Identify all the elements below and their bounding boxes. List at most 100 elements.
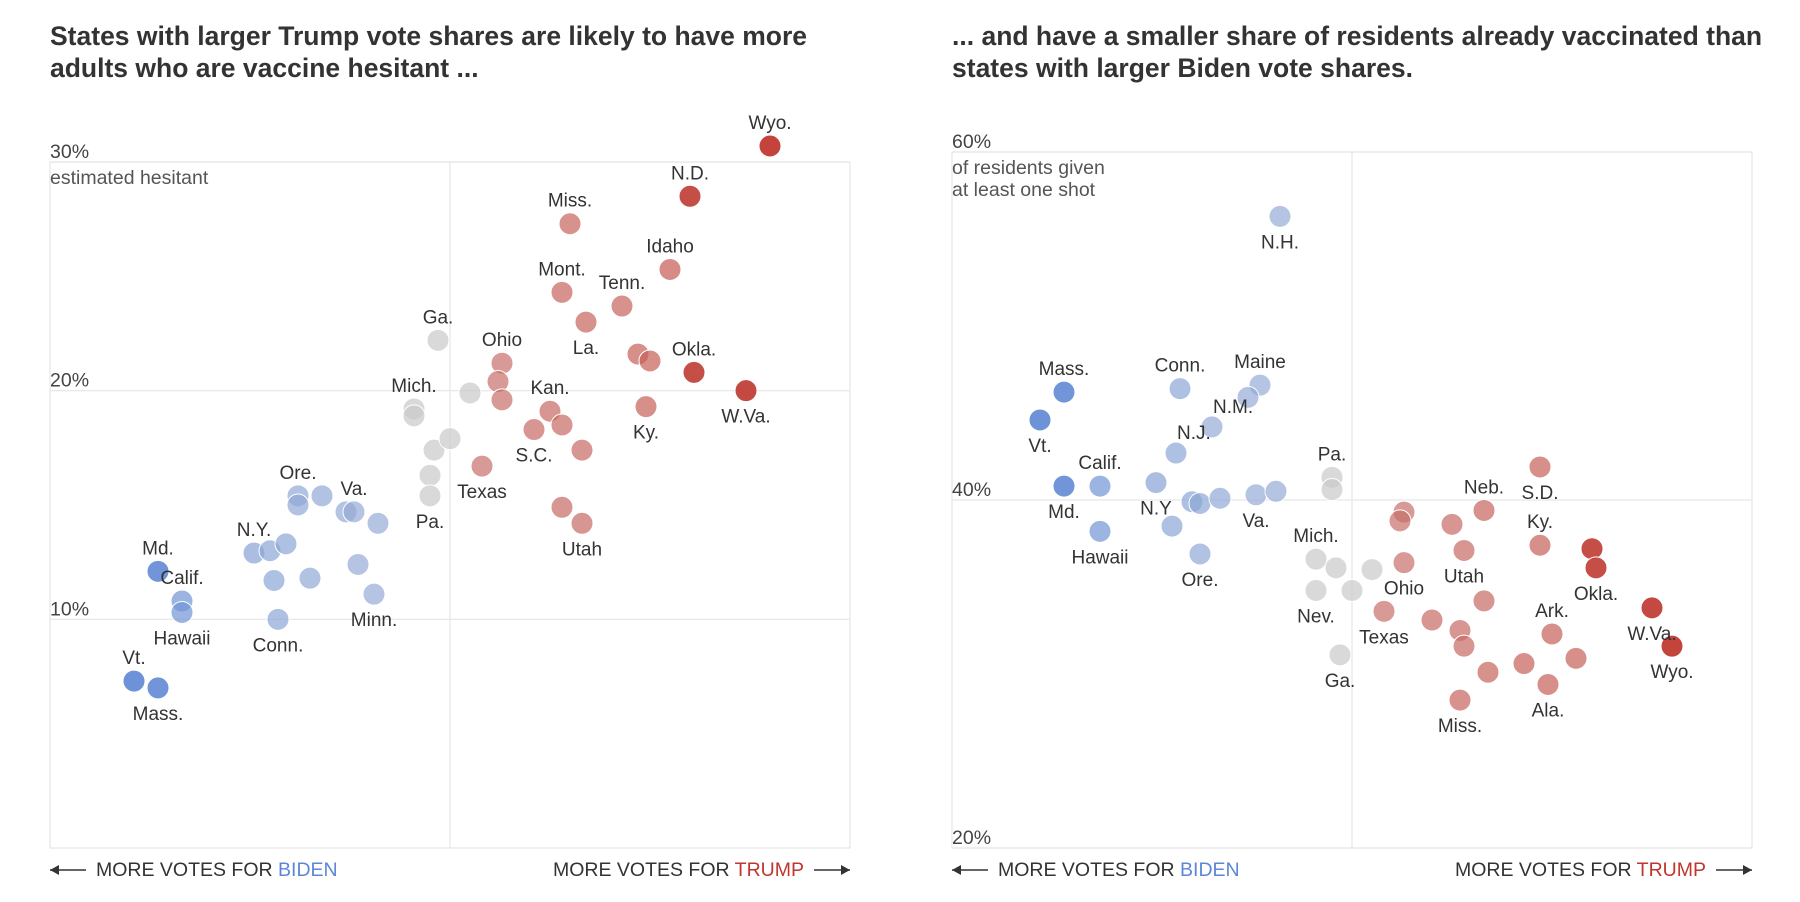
right-point-unlabeled-45	[1564, 646, 1588, 670]
right-point-label: Va.	[1242, 511, 1269, 532]
footer-left-prefix: MORE VOTES FOR	[998, 859, 1180, 881]
right-point-nev	[1304, 578, 1328, 602]
left-point-unlabeled-12	[310, 484, 334, 508]
right-point-unlabeled-37	[1452, 634, 1476, 658]
right-ytick-label: 20%	[952, 827, 991, 849]
right-point-va	[1244, 483, 1268, 507]
right-footer-left: MORE VOTES FOR BIDEN	[998, 859, 1240, 881]
left-point-miss	[558, 212, 582, 236]
right-point-label: Ark.	[1535, 601, 1569, 622]
left-point-unlabeled-11	[286, 493, 310, 517]
left-point-label: Hawaii	[153, 628, 210, 649]
left-point-md	[146, 559, 170, 583]
left-point-mont	[550, 280, 574, 304]
left-point-label: La.	[573, 338, 599, 359]
right-point-nj	[1164, 441, 1188, 465]
left-point-label: Mich.	[391, 376, 436, 397]
right-point-label: Hawaii	[1071, 547, 1128, 568]
right-point-label: Ohio	[1384, 579, 1424, 600]
left-point-label: Ohio	[482, 330, 522, 351]
right-left-arrowhead	[952, 865, 961, 875]
left-right-arrowhead	[841, 865, 850, 875]
right-point-unlabeled-43	[1512, 652, 1536, 676]
right-point-label: Ky.	[1527, 512, 1553, 533]
left-point-vt	[122, 669, 146, 693]
right-y-axis-label: of residents given	[952, 157, 1105, 179]
right-point-md	[1052, 474, 1076, 498]
right-point-unlabeled-33	[1440, 512, 1464, 536]
right-point-calif	[1088, 474, 1112, 498]
left-point-label: N.Y.	[237, 520, 272, 541]
left-point-pa	[418, 484, 442, 508]
right-point-miss	[1448, 688, 1472, 712]
right-point-conn	[1168, 377, 1192, 401]
right-point-utah	[1452, 538, 1476, 562]
right-point-label: W.Va.	[1627, 624, 1676, 645]
left-point-unlabeled-34	[570, 438, 594, 462]
right-chart-title: ... and have a smaller share of resident…	[952, 21, 1763, 83]
left-point-wva	[734, 379, 758, 403]
footer-trump: TRUMP	[735, 859, 804, 881]
right-y-axis-label: at least one shot	[952, 179, 1096, 201]
right-point-neb	[1472, 498, 1496, 522]
right-point-nm	[1200, 415, 1224, 439]
right-point-nh	[1268, 204, 1292, 228]
left-point-ky	[634, 395, 658, 419]
left-point-unlabeled-7	[274, 532, 298, 556]
left-footer-right: MORE VOTES FOR TRUMP	[553, 859, 804, 881]
right-point-ala	[1536, 672, 1560, 696]
left-chart: 30% 20% 10% estimated hesitant Vt. Mass. Md. Ca…	[49, 113, 851, 881]
left-ytick-label: 20%	[50, 370, 89, 392]
right-point-label: Ga.	[1325, 671, 1356, 692]
right-point-label: Nev.	[1297, 606, 1335, 627]
right-point-mich	[1304, 547, 1328, 571]
right-point-unlabeled-14	[1208, 486, 1232, 510]
left-point-unlabeled-26	[458, 381, 482, 405]
right-point-label: N.H.	[1261, 232, 1299, 253]
left-point-label: Va.	[340, 479, 367, 500]
right-point-mass	[1052, 380, 1076, 404]
left-point-label: Texas	[457, 482, 507, 503]
left-point-unlabeled-29	[490, 388, 514, 412]
right-point-sd	[1528, 455, 1552, 479]
left-point-label: Utah	[562, 539, 602, 560]
right-point-wyo	[1660, 634, 1684, 658]
right-ytick-label: 40%	[952, 479, 991, 501]
left-point-minn	[362, 582, 386, 606]
left-point-wyo	[758, 134, 782, 158]
left-point-texas	[470, 454, 494, 478]
right-point-label: N.J.	[1177, 423, 1211, 444]
right-point-hawaii	[1088, 519, 1112, 543]
left-ytick-label: 30%	[50, 141, 89, 163]
left-point-unlabeled-33	[550, 413, 574, 437]
left-point-hawaii	[170, 600, 194, 624]
left-point-label: Vt.	[122, 648, 145, 669]
right-point-unlabeled-31	[1420, 608, 1444, 632]
left-point-conn	[266, 607, 290, 631]
right-point-unlabeled-16	[1264, 479, 1288, 503]
left-point-unlabeled-16	[346, 552, 370, 576]
right-point-label: Utah	[1444, 566, 1484, 587]
left-point-label: W.Va.	[721, 407, 770, 428]
right-point-unlabeled-38	[1476, 660, 1500, 684]
left-y-axis-label: estimated hesitant	[50, 167, 209, 189]
left-point-nd	[678, 184, 702, 208]
right-point-label: Okla.	[1574, 584, 1618, 605]
footer-left-prefix: MORE VOTES FOR	[96, 859, 278, 881]
footer-biden: BIDEN	[1180, 859, 1240, 881]
left-point-unlabeled-43	[638, 349, 662, 373]
left-point-unlabeled-21	[402, 404, 426, 428]
left-point-label: N.D.	[671, 163, 709, 184]
left-point-idaho	[658, 257, 682, 281]
right-point-unlabeled-23	[1360, 558, 1384, 582]
left-point-label: Kan.	[530, 378, 569, 399]
right-point-label: Mass.	[1039, 359, 1090, 380]
right-point-ark	[1540, 622, 1564, 646]
left-point-unlabeled-17	[366, 511, 390, 535]
left-point-unlabeled-8	[262, 568, 286, 592]
left-point-label: Miss.	[548, 191, 592, 212]
right-point-unlabeled-35	[1472, 589, 1496, 613]
right-point-unlabeled-28	[1388, 509, 1412, 533]
left-point-label: Md.	[142, 538, 174, 559]
left-point-label: Ky.	[633, 423, 659, 444]
